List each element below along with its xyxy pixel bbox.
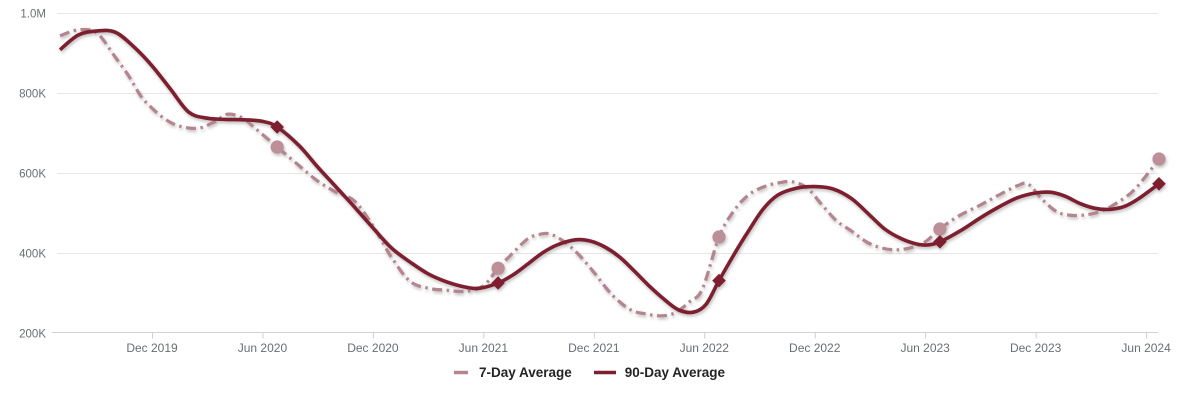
marker-90-day-diamond [1152, 177, 1166, 191]
x-axis-label: Jun 2023 [900, 341, 950, 355]
marker-90-day-diamond [270, 120, 284, 134]
series-7-day-average-line [59, 27, 1161, 318]
y-axis-label: 200K [19, 329, 46, 341]
marker-7-day-circle [1152, 152, 1166, 166]
x-axis-label: Jun 2020 [238, 341, 288, 355]
x-axis-label: Dec 2020 [347, 341, 399, 355]
marker-7-day-circle [933, 222, 947, 236]
marker-7-day-circle [270, 140, 284, 154]
x-axis-label: Dec 2021 [568, 341, 620, 355]
x-axis-label: Jun 2024 [1121, 341, 1171, 355]
y-axis-label: 800K [19, 89, 46, 101]
x-axis-label: Dec 2022 [789, 341, 841, 355]
marker-7-day-circle [491, 261, 505, 275]
marker-90-day-diamond [712, 273, 726, 288]
legend-label-7-day-average: 7-Day Average [478, 365, 572, 380]
legend-swatch-7-day-icon [453, 370, 468, 375]
x-axis-label: Dec 2019 [126, 341, 178, 355]
legend-item-7-day-average[interactable]: 7-Day Average [452, 365, 572, 380]
legend-swatch-90-day-icon [593, 370, 616, 375]
series-group [58, 27, 1166, 318]
marker-90-day-diamond [491, 276, 505, 290]
legend-item-90-day-average[interactable]: 90-Day Average [592, 365, 725, 380]
y-axis-label: 400K [19, 249, 46, 261]
y-axis-label: 600K [19, 169, 46, 181]
y-axis-label: 1.0M [20, 9, 46, 21]
x-axis-label: Dec 2023 [1010, 341, 1062, 355]
x-axis-label: Jun 2021 [459, 341, 509, 355]
marker-7-day-circle [712, 230, 726, 244]
legend: 7-Day Average 90-Day Average [0, 365, 1195, 380]
x-axis-label: Jun 2022 [680, 341, 730, 355]
series-90-day-average-line [58, 28, 1161, 315]
legend-label-90-day-average: 90-Day Average [624, 365, 726, 380]
marker-90-day-diamond [933, 235, 947, 249]
